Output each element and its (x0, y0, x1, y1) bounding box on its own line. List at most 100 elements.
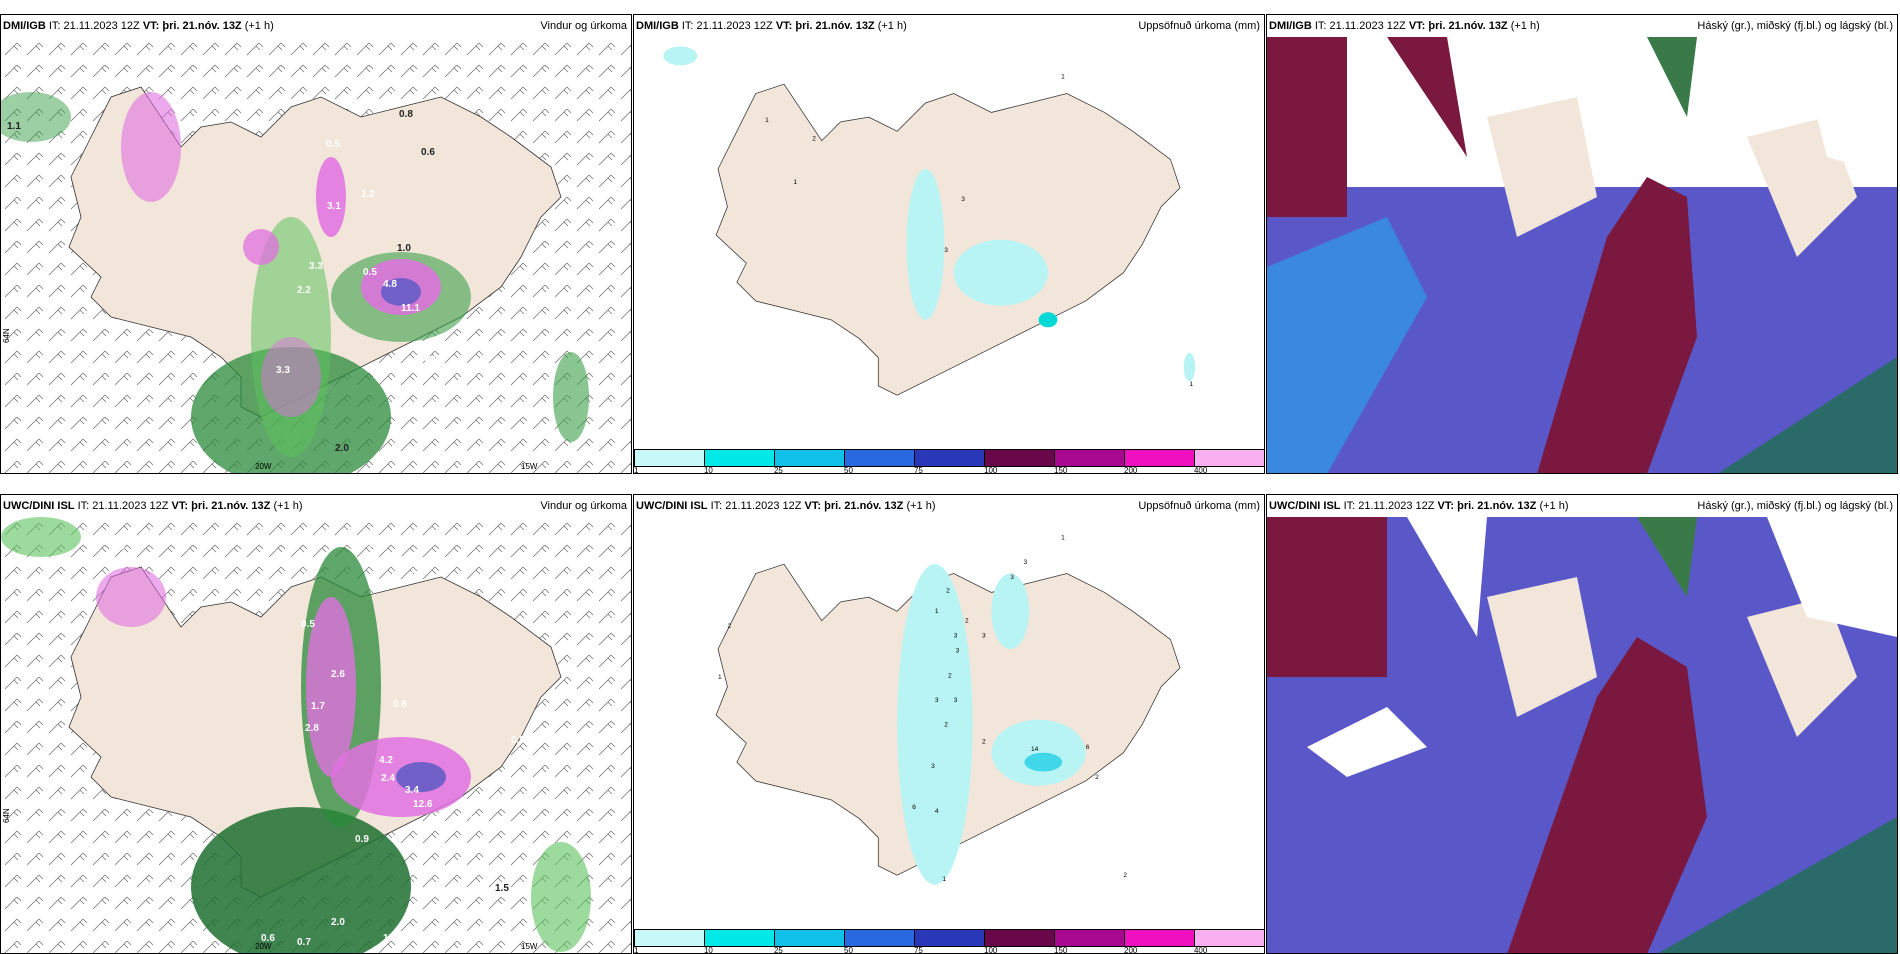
precip-map: 1 1 2 1 3 3 1 (663, 46, 1196, 396)
wind-label: 0.9 (355, 834, 369, 845)
wind-label: 2.4 (429, 343, 443, 354)
wind-label: 12.6 (413, 799, 433, 810)
colorbar-tick: 100 (984, 946, 998, 954)
lead-time: (+1 h) (273, 500, 303, 512)
precip-value: 2 (946, 587, 950, 594)
panel-dmi-wind: DMI/IGB IT: 21.11.2023 12Z VT: þri. 21.n… (0, 14, 632, 474)
precip-value: 3 (961, 196, 965, 203)
precip-value: 1 (942, 876, 946, 883)
wind-label: 3.3 (276, 365, 290, 376)
panel-title: Uppsöfnuð úrkoma (mm) (1138, 500, 1260, 512)
panel-title: Háský (gr.), miðský (fj.bl.) og lágský (… (1697, 20, 1893, 32)
source-label: DMI/IGB (3, 20, 46, 32)
colorbar-cell (914, 930, 984, 946)
wind-label: 0.6 (111, 541, 125, 552)
colorbar-cell (1124, 930, 1194, 946)
wind-label: 0.5 (363, 267, 377, 278)
lat-label: 64N (2, 808, 11, 823)
colorbar-cell (984, 930, 1054, 946)
colorbar-tick: 10 (703, 946, 713, 954)
colorbar-cell (1054, 930, 1124, 946)
wind-label: 2.2 (297, 285, 311, 296)
panel-header: UWC/DINI ISL IT: 21.11.2023 12Z VT: þri.… (634, 495, 1264, 517)
source-label: UWC/DINI ISL (636, 500, 708, 512)
precip-value: 1 (765, 117, 769, 124)
wind-label: 1.2 (361, 189, 375, 200)
wind-label: 0.7 (363, 539, 377, 550)
precip-map: 1 3 3 2 2 1 2 3 3 3 1 2 3 3 2 14 6 2 3 6… (715, 535, 1181, 885)
colorbar-cell (984, 450, 1054, 466)
precip-value: 1 (1061, 73, 1065, 80)
colorbar-tick: 150 (1054, 946, 1068, 954)
wind-label: 2.3 (459, 815, 473, 826)
colorbar-ticks: 1 10 25 50 75 100 150 200 400 (634, 946, 1264, 954)
precip-value: 3 (1010, 574, 1014, 581)
colorbar-tick: 1 (634, 466, 639, 474)
colorbar-cell (844, 450, 914, 466)
precip-value: 4 (935, 808, 939, 815)
wind-label: 4.2 (379, 755, 393, 766)
panel-header: DMI/IGB IT: 21.11.2023 12Z VT: þri. 21.n… (1267, 15, 1897, 37)
panel-title: Háský (gr.), miðský (fj.bl.) og lágský (… (1697, 500, 1893, 512)
lead-time: (+1 h) (877, 20, 907, 32)
colorbar-tick: 400 (1193, 466, 1208, 474)
wind-label: 0.6 (261, 933, 275, 944)
wind-label: 0.5 (326, 139, 340, 150)
wind-label: 1.0 (397, 243, 411, 254)
precip-value: 6 (1086, 744, 1090, 751)
source-label: UWC/DINI ISL (1269, 500, 1341, 512)
lead-time: (+1 h) (906, 500, 936, 512)
wind-label: 2.6 (391, 555, 405, 566)
wind-label: 1.7 (311, 701, 325, 712)
colorbar-ticks: 1 10 25 50 75 100 150 200 400 (634, 466, 1264, 474)
colorbar-tick: 150 (1054, 466, 1068, 474)
valid-time: VT: þri. 21.nóv. 13Z (775, 20, 875, 32)
panel-uwc-wind: UWC/DINI ISL IT: 21.11.2023 12Z VT: þri.… (0, 494, 632, 954)
wind-label: 0.6 (421, 147, 435, 158)
precip-value: 1 (1061, 535, 1065, 542)
panel-title: Vindur og úrkoma (540, 500, 627, 512)
colorbar-cell (1124, 450, 1194, 466)
valid-time: VT: þri. 21.nóv. 13Z (142, 20, 242, 32)
wind-label: 1.5 (495, 883, 509, 894)
panel-header: DMI/IGB IT: 21.11.2023 12Z VT: þri. 21.n… (634, 15, 1264, 37)
precip-value: 3 (944, 247, 948, 254)
precip-value: 2 (944, 721, 948, 728)
wind-label: 3.1 (327, 201, 341, 212)
panel-title: Uppsöfnuð úrkoma (mm) (1138, 20, 1260, 32)
wind-label: 3.3 (309, 261, 323, 272)
precip-value: 3 (1023, 559, 1027, 566)
precip-value: 2 (1123, 872, 1127, 879)
source-label: DMI/IGB (636, 20, 679, 32)
lon-label: 20W (255, 942, 272, 951)
precip-value: 3 (954, 697, 958, 704)
wind-label: 2.0 (335, 443, 349, 454)
valid-time: VT: þri. 21.nóv. 13Z (804, 500, 904, 512)
lon-label: 15W (521, 462, 538, 471)
colorbar-tick: 25 (773, 946, 783, 954)
colorbar-tick: 100 (984, 466, 998, 474)
wind-label: 0.6 (411, 569, 425, 580)
init-time: IT: 21.11.2023 12Z (681, 20, 773, 32)
valid-time: VT: þri. 21.nóv. 13Z (1437, 500, 1537, 512)
wind-label: 0.8 (399, 109, 413, 120)
colorbar: 1 10 25 50 75 100 150 200 400 (634, 929, 1264, 953)
precip-value: 1 (718, 674, 722, 681)
precip-value: 6 (912, 804, 916, 811)
source-label: UWC/DINI ISL (3, 500, 75, 512)
colorbar-tick: 200 (1124, 946, 1138, 954)
precip-value: 14 (1031, 746, 1039, 753)
colorbar-tick: 1 (634, 946, 639, 954)
cloud-map (1267, 517, 1897, 953)
wind-label: 2.0 (425, 353, 439, 364)
wind-label: 2.8 (305, 723, 319, 734)
panel-uwc-precip: UWC/DINI ISL IT: 21.11.2023 12Z VT: þri.… (633, 494, 1265, 954)
precip-value: 2 (982, 738, 986, 745)
lat-label: 64N (2, 328, 11, 343)
iceland-land (715, 83, 1181, 396)
source-label: DMI/IGB (1269, 20, 1312, 32)
precip-value: 1 (935, 608, 939, 615)
wind-label: 1.1 (7, 121, 21, 132)
init-time: IT: 21.11.2023 12Z (1343, 500, 1435, 512)
lead-time: (+1 h) (244, 20, 274, 32)
